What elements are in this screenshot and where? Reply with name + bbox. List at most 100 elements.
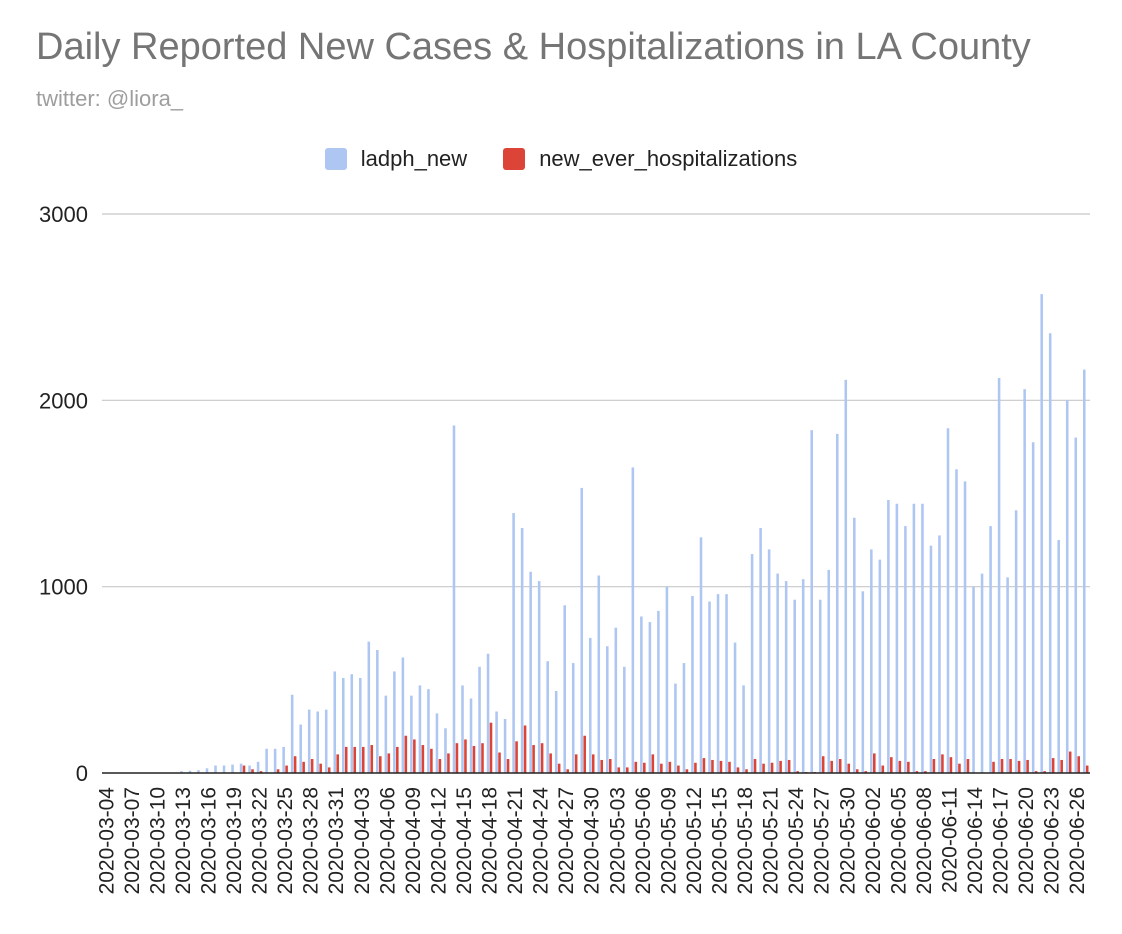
bar-ladph-new[interactable] <box>657 610 660 773</box>
bar-new-ever-hospitalizations[interactable] <box>1043 771 1046 773</box>
bar-new-ever-hospitalizations[interactable] <box>643 762 646 773</box>
legend-item-ladph-new[interactable]: ladph_new <box>324 146 467 172</box>
bar-ladph-new[interactable] <box>750 554 754 773</box>
bar-new-ever-hospitalizations[interactable] <box>907 761 910 773</box>
bar-ladph-new[interactable] <box>997 377 1001 773</box>
bar-ladph-new[interactable] <box>1048 333 1052 773</box>
bar-new-ever-hospitalizations[interactable] <box>1060 759 1063 773</box>
bar-new-ever-hospitalizations[interactable] <box>626 767 629 773</box>
bar-new-ever-hospitalizations[interactable] <box>455 743 459 773</box>
bar-new-ever-hospitalizations[interactable] <box>396 746 399 773</box>
bar-ladph-new[interactable] <box>554 691 558 773</box>
bar-ladph-new[interactable] <box>393 671 396 773</box>
bar-ladph-new[interactable] <box>716 594 720 773</box>
bar-ladph-new[interactable] <box>708 601 711 773</box>
bar-ladph-new[interactable] <box>435 713 439 773</box>
bar-ladph-new[interactable] <box>376 650 379 773</box>
bar-new-ever-hospitalizations[interactable] <box>1051 758 1055 773</box>
bar-ladph-new[interactable] <box>1023 389 1026 773</box>
bar-ladph-new[interactable] <box>776 573 779 773</box>
bar-new-ever-hospitalizations[interactable] <box>591 754 595 773</box>
bar-new-ever-hospitalizations[interactable] <box>523 725 527 773</box>
bar-ladph-new[interactable] <box>623 666 626 773</box>
bar-ladph-new[interactable] <box>316 711 319 773</box>
bar-new-ever-hospitalizations[interactable] <box>719 760 723 773</box>
bar-new-ever-hospitalizations[interactable] <box>540 743 544 773</box>
bar-new-ever-hospitalizations[interactable] <box>736 767 740 773</box>
bar-new-ever-hospitalizations[interactable] <box>949 757 953 773</box>
bar-new-ever-hospitalizations[interactable] <box>770 762 774 773</box>
bar-ladph-new[interactable] <box>452 425 456 773</box>
bar-ladph-new[interactable] <box>239 763 243 773</box>
bar-new-ever-hospitalizations[interactable] <box>1026 759 1029 773</box>
bar-new-ever-hospitalizations[interactable] <box>1009 759 1012 773</box>
bar-new-ever-hospitalizations[interactable] <box>600 759 604 773</box>
bar-new-ever-hospitalizations[interactable] <box>1068 751 1072 773</box>
bar-ladph-new[interactable] <box>478 666 481 773</box>
bar-ladph-new[interactable] <box>1031 442 1035 773</box>
bar-new-ever-hospitalizations[interactable] <box>361 746 365 773</box>
bar-ladph-new[interactable] <box>1014 510 1018 773</box>
bar-ladph-new[interactable] <box>827 569 831 773</box>
bar-new-ever-hospitalizations[interactable] <box>694 762 697 773</box>
bar-new-ever-hospitalizations[interactable] <box>890 757 893 773</box>
bar-new-ever-hospitalizations[interactable] <box>302 761 305 773</box>
bar-new-ever-hospitalizations[interactable] <box>668 761 672 773</box>
bar-ladph-new[interactable] <box>427 689 430 773</box>
bar-new-ever-hospitalizations[interactable] <box>711 759 714 773</box>
bar-ladph-new[interactable] <box>282 746 285 773</box>
bar-ladph-new[interactable] <box>929 545 933 773</box>
bar-ladph-new[interactable] <box>205 768 209 773</box>
bar-ladph-new[interactable] <box>793 599 796 773</box>
bar-new-ever-hospitalizations[interactable] <box>728 761 731 773</box>
bar-new-ever-hospitalizations[interactable] <box>915 771 919 773</box>
bar-new-ever-hospitalizations[interactable] <box>881 765 885 773</box>
bar-ladph-new[interactable] <box>214 765 217 773</box>
bar-new-ever-hospitalizations[interactable] <box>898 760 902 773</box>
bar-new-ever-hospitalizations[interactable] <box>583 735 586 773</box>
bar-new-ever-hospitalizations[interactable] <box>506 759 510 773</box>
bar-ladph-new[interactable] <box>444 728 447 773</box>
bar-ladph-new[interactable] <box>963 481 967 773</box>
bar-ladph-new[interactable] <box>725 594 728 773</box>
bar-ladph-new[interactable] <box>299 724 302 773</box>
bar-new-ever-hospitalizations[interactable] <box>464 739 467 773</box>
bar-ladph-new[interactable] <box>835 433 839 773</box>
bar-new-ever-hospitalizations[interactable] <box>634 761 638 773</box>
bar-new-ever-hospitalizations[interactable] <box>855 769 859 773</box>
bar-new-ever-hospitalizations[interactable] <box>932 759 936 773</box>
bar-new-ever-hospitalizations[interactable] <box>992 761 995 773</box>
bar-new-ever-hospitalizations[interactable] <box>327 767 331 773</box>
bar-ladph-new[interactable] <box>640 616 643 773</box>
bar-new-ever-hospitalizations[interactable] <box>293 756 297 773</box>
bar-ladph-new[interactable] <box>733 642 737 773</box>
bar-ladph-new[interactable] <box>980 573 984 773</box>
bar-ladph-new[interactable] <box>759 527 762 773</box>
bar-new-ever-hospitalizations[interactable] <box>413 739 416 773</box>
bar-new-ever-hospitalizations[interactable] <box>447 753 450 773</box>
bar-new-ever-hospitalizations[interactable] <box>745 769 748 773</box>
bar-ladph-new[interactable] <box>699 537 703 773</box>
bar-ladph-new[interactable] <box>469 698 473 773</box>
bar-ladph-new[interactable] <box>691 595 694 773</box>
bar-ladph-new[interactable] <box>307 709 311 773</box>
bar-new-ever-hospitalizations[interactable] <box>830 760 833 773</box>
bar-new-ever-hospitalizations[interactable] <box>310 759 314 773</box>
bar-ladph-new[interactable] <box>341 677 345 773</box>
bar-ladph-new[interactable] <box>503 718 507 773</box>
bar-ladph-new[interactable] <box>571 663 575 773</box>
bar-ladph-new[interactable] <box>324 709 328 773</box>
bar-new-ever-hospitalizations[interactable] <box>677 765 680 773</box>
bar-ladph-new[interactable] <box>537 581 541 773</box>
bar-new-ever-hospitalizations[interactable] <box>762 763 765 773</box>
bar-ladph-new[interactable] <box>1057 540 1060 773</box>
bar-new-ever-hospitalizations[interactable] <box>344 746 348 773</box>
bar-new-ever-hospitalizations[interactable] <box>242 765 246 773</box>
bar-new-ever-hospitalizations[interactable] <box>438 759 442 773</box>
bar-new-ever-hospitalizations[interactable] <box>549 753 552 773</box>
bar-ladph-new[interactable] <box>1006 577 1009 773</box>
bar-new-ever-hospitalizations[interactable] <box>404 735 408 773</box>
bar-new-ever-hospitalizations[interactable] <box>924 771 927 773</box>
bar-ladph-new[interactable] <box>955 469 958 773</box>
bar-ladph-new[interactable] <box>546 661 549 773</box>
